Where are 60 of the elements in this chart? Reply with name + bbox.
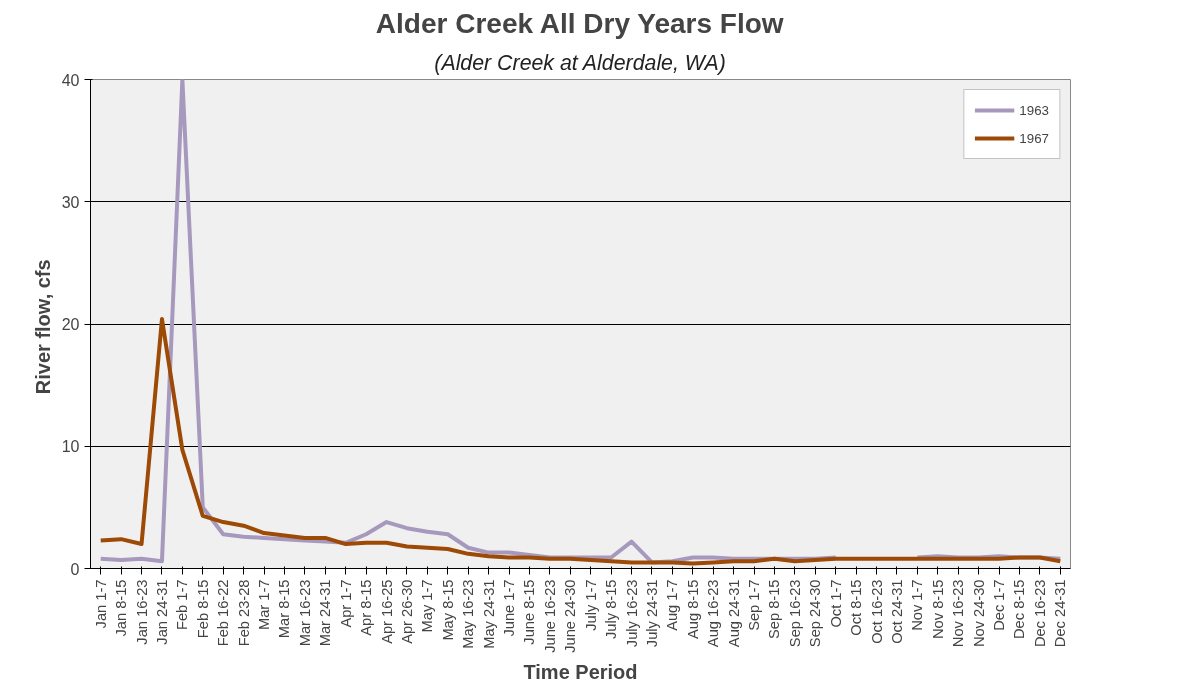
- x-tick-label: Mar 8-15: [276, 579, 293, 639]
- x-tick-label: May 8-15: [439, 579, 456, 641]
- x-tick-label: July 8-15: [603, 579, 620, 639]
- y-tick-label: 0: [70, 560, 80, 578]
- x-tick-label: Mar 1-7: [256, 579, 273, 630]
- x-tick-label: May 24-31: [480, 579, 497, 649]
- x-tick-label: Aug 16-23: [705, 579, 722, 648]
- y-axis-title: River flow, cfs: [31, 259, 54, 395]
- x-tick-label: Oct 16-23: [868, 579, 885, 644]
- x-tick-label: Feb 8-15: [194, 579, 211, 639]
- x-tick-label: Dec 8-15: [1011, 579, 1028, 639]
- x-tick-label: Nov 8-15: [929, 579, 946, 639]
- y-tick-label: 20: [61, 316, 80, 333]
- chart-subtitle: (Alder Creek at Alderdale, WA): [434, 50, 726, 75]
- x-tick-label: Sep 16-23: [786, 579, 803, 648]
- x-tick-label: Sep 8-15: [766, 579, 783, 639]
- legend-label: 1963: [1019, 102, 1049, 118]
- x-tick-label: Mar 16-23: [296, 579, 313, 647]
- x-tick-label: Oct 24-31: [888, 579, 905, 644]
- x-tick-label: May 1-7: [419, 579, 436, 633]
- x-tick-label: Aug 24-31: [725, 579, 742, 648]
- x-tick-label: July 1-7: [582, 579, 599, 631]
- x-tick-label: Dec 1-7: [991, 579, 1008, 631]
- x-tick-label: July 16-23: [623, 579, 640, 648]
- x-tick-label: Dec 16-23: [1031, 579, 1048, 648]
- x-tick-label: Feb 16-22: [215, 579, 232, 647]
- y-tick-label: 10: [61, 438, 80, 456]
- x-tick-label: Apr 8-15: [358, 579, 375, 636]
- x-tick-label: Oct 8-15: [848, 579, 865, 636]
- line-series: [98, 317, 1063, 566]
- x-tick-label: June 8-15: [521, 579, 538, 645]
- x-tick-label: Nov 16-23: [950, 579, 967, 648]
- x-tick-label: Apr 1-7: [337, 579, 354, 628]
- x-tick-label: Jan 16-23: [133, 579, 150, 645]
- x-tick-label: Jan 24-31: [153, 579, 170, 645]
- x-tick-label: Sep 24-30: [807, 579, 824, 648]
- y-tick-label: 30: [61, 193, 80, 211]
- x-tick-label: Dec 24-31: [1052, 579, 1069, 648]
- x-tick-label: Jan 8-15: [113, 579, 130, 637]
- x-tick-label: Apr 16-25: [378, 579, 395, 644]
- x-tick-label: Apr 26-30: [398, 579, 415, 644]
- x-tick-label: Jan 1-7: [92, 579, 109, 629]
- legend-label: 1967: [1019, 130, 1049, 146]
- x-tick-label: Mar 24-31: [317, 579, 334, 647]
- x-tick-label: July 24-31: [643, 579, 660, 648]
- x-tick-label: Nov 1-7: [909, 579, 926, 631]
- x-tick-label: Aug 8-15: [684, 579, 701, 639]
- x-tick-label: Feb 23-28: [235, 579, 252, 647]
- x-tick-label: Sep 1-7: [746, 579, 763, 631]
- x-tick-label: June 16-23: [541, 579, 558, 653]
- x-tick-label: Nov 24-30: [970, 579, 987, 648]
- y-tick-label: 40: [61, 71, 80, 89]
- x-tick-label: May 16-23: [460, 579, 477, 649]
- x-tick-label: Feb 1-7: [174, 579, 191, 631]
- x-tick-label: Oct 1-7: [827, 579, 844, 628]
- x-axis-title: Time Period: [523, 660, 638, 683]
- x-tick-label: June 1-7: [501, 579, 518, 637]
- x-tick-label: Aug 1-7: [664, 579, 681, 631]
- chart-title: Alder Creek All Dry Years Flow: [375, 7, 784, 39]
- x-tick-label: June 24-30: [562, 579, 579, 653]
